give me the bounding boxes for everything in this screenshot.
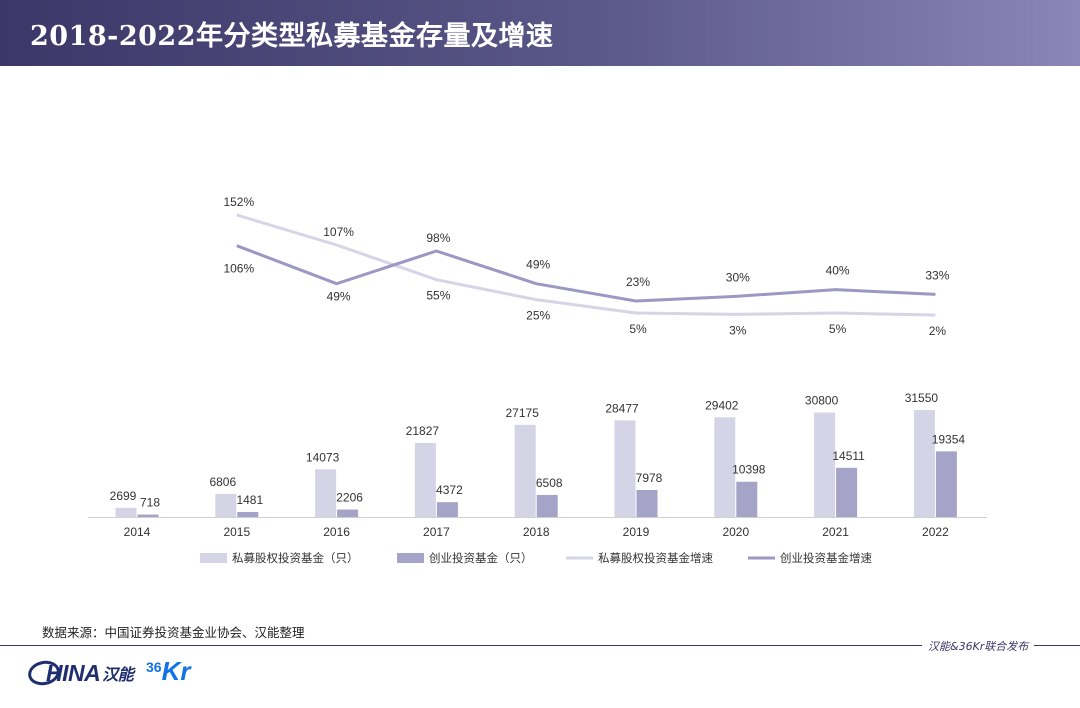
- x-tick-label: 2019: [623, 525, 650, 539]
- line-data-label: 98%: [426, 231, 450, 245]
- line-data-label: 106%: [223, 262, 254, 276]
- hina-logo-cn: 汉能: [102, 667, 134, 684]
- footer-divider: [0, 645, 1080, 646]
- bar: [337, 509, 359, 517]
- bar-data-label: 4372: [436, 483, 463, 497]
- hina-logo-text: HINA: [46, 659, 101, 686]
- title-bar: 2018-2022年分类型私募基金存量及增速: [0, 0, 1080, 66]
- growth-line: [236, 244, 936, 303]
- bar-data-label: 27175: [506, 406, 540, 420]
- joint-release-note: 汉能&36Kr联合发布: [922, 638, 1035, 654]
- line-data-label: 40%: [826, 264, 850, 278]
- line-data-label: 33%: [925, 268, 949, 282]
- line-data-label: 49%: [327, 290, 351, 304]
- bar: [935, 451, 957, 517]
- bar-data-label: 7978: [636, 471, 663, 485]
- bar: [814, 412, 836, 517]
- bar: [215, 493, 237, 517]
- legend-swatch: [200, 553, 227, 563]
- line-data-label: 49%: [526, 258, 550, 272]
- growth-and-count-chart: 2699 6806 14073 21827 27175 28477 29402 30800 31…: [88, 195, 987, 565]
- 36kr-logo-letters: Kr: [161, 656, 191, 686]
- line-data-label: 2%: [929, 324, 947, 338]
- x-tick-label: 2014: [124, 525, 151, 539]
- bar-data-label: 718: [140, 496, 160, 510]
- bar-data-label: 6508: [536, 476, 563, 490]
- bar-data-label: 14073: [306, 450, 340, 464]
- bar: [436, 502, 458, 517]
- x-tick-label: 2022: [922, 525, 949, 539]
- data-source: 数据来源：中国证券投资基金业协会、汉能整理: [42, 625, 305, 640]
- growth-line: [236, 213, 936, 317]
- line-data-label: 107%: [323, 225, 354, 239]
- legend-label: 私募股权投资基金增速: [598, 551, 713, 565]
- bar-data-label: 14511: [832, 449, 865, 463]
- bar: [714, 417, 736, 517]
- legend-label: 私募股权投资基金（只）: [232, 551, 359, 565]
- bar: [137, 514, 159, 517]
- legend-label: 创业投资基金（只）: [429, 551, 533, 565]
- line-data-label: 25%: [526, 309, 550, 323]
- bar-data-label: 28477: [605, 401, 639, 415]
- bar: [536, 494, 558, 517]
- bar: [736, 481, 758, 517]
- page-title: 2018-2022年分类型私募基金存量及增速: [30, 21, 554, 52]
- legend-label: 创业投资基金增速: [780, 551, 872, 565]
- bar-data-label: 29402: [705, 398, 739, 412]
- bar: [836, 467, 858, 517]
- x-tick-label: 2016: [323, 525, 350, 539]
- bar-data-label: 30800: [805, 394, 839, 408]
- line-data-label: 5%: [829, 322, 847, 336]
- x-tick-label: 2021: [822, 525, 849, 539]
- 36kr-logo: 36 Kr: [146, 656, 190, 690]
- bar: [614, 420, 636, 517]
- bar-data-label: 2699: [110, 489, 137, 503]
- bar: [414, 442, 436, 517]
- x-tick-label: 2018: [523, 525, 550, 539]
- x-tick-label: 2017: [423, 525, 450, 539]
- line-data-label: 152%: [223, 195, 254, 209]
- bar: [913, 410, 935, 517]
- line-data-label: 3%: [729, 323, 747, 337]
- x-tick-label: 2015: [223, 525, 250, 539]
- bar: [636, 489, 658, 517]
- line-data-label: 23%: [626, 275, 650, 289]
- line-data-label: 5%: [629, 322, 647, 336]
- bar-data-label: 10398: [732, 463, 766, 477]
- bar-data-label: 1481: [236, 493, 263, 507]
- line-data-label: 30%: [726, 270, 750, 284]
- hina-logo: HINA 汉能: [25, 656, 134, 690]
- legend-swatch: [397, 553, 424, 563]
- bar: [115, 507, 137, 517]
- bar-data-label: 2206: [336, 491, 363, 505]
- bar-data-label: 21827: [406, 424, 440, 438]
- 36kr-logo-number: 36: [146, 659, 162, 675]
- bar: [514, 424, 536, 517]
- bar: [237, 511, 259, 517]
- bar: [315, 469, 337, 517]
- x-tick-label: 2020: [722, 525, 749, 539]
- bar-data-label: 19354: [932, 432, 966, 446]
- bar-data-label: 31550: [905, 391, 939, 405]
- bar-data-label: 6806: [209, 475, 236, 489]
- line-data-label: 55%: [426, 289, 450, 303]
